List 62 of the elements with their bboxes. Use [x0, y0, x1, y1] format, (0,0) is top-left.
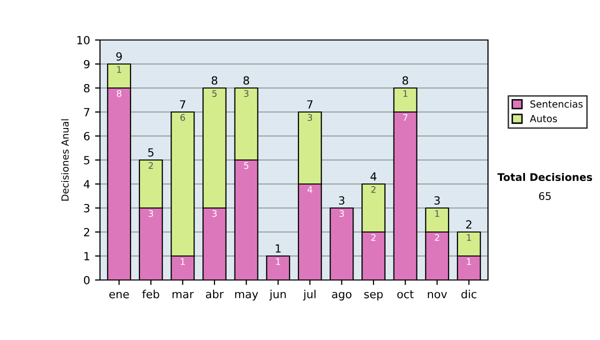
x-tick-label: ene — [109, 292, 129, 298]
total-label: 2 — [466, 220, 472, 228]
data-label: 3 — [212, 210, 217, 217]
x-tick-label: nov — [428, 292, 447, 298]
x-tick-label: abr — [206, 290, 224, 298]
total-label: 5 — [148, 148, 154, 157]
x-tick-label: sep — [364, 292, 383, 300]
x-tick-label: jun — [269, 290, 286, 300]
x-tick-label: oct — [397, 290, 414, 298]
y-tick-label: 1 — [84, 252, 90, 260]
y-tick-label: 5 — [84, 156, 90, 164]
data-label: 4 — [307, 186, 312, 193]
y-tick-label: 2 — [84, 228, 90, 236]
data-label: 6 — [180, 114, 185, 121]
data-label: 7 — [403, 114, 408, 121]
x-tick-label: dic — [461, 290, 476, 298]
total-label: 3 — [339, 196, 344, 205]
data-label: 5 — [212, 90, 217, 97]
total-label: 4 — [370, 172, 376, 180]
total-label: 1 — [276, 244, 281, 252]
text: Total Decisiones — [497, 172, 592, 182]
data-label: 1 — [467, 258, 471, 265]
data-label: 1 — [180, 258, 185, 265]
y-tick-label: 3 — [84, 204, 90, 212]
data-label: 3 — [308, 114, 312, 121]
total-label: 8 — [212, 76, 218, 85]
y-tick-label: 8 — [84, 84, 90, 92]
legend-label: Autos — [530, 115, 557, 122]
total-label: 7 — [180, 100, 186, 108]
data-label: 1 — [117, 66, 122, 73]
total-label: 8 — [244, 76, 250, 85]
text: 65 — [539, 192, 551, 200]
data-label: 2 — [371, 234, 376, 241]
data-label: 3 — [340, 210, 344, 217]
data-label: 1 — [467, 234, 471, 241]
y-tick-label: 7 — [84, 108, 90, 116]
y-tick-label: 9 — [84, 60, 90, 68]
data-label: 2 — [434, 234, 440, 241]
data-label: 2 — [371, 186, 376, 193]
x-tick-label: jul — [303, 290, 316, 300]
x-tick-label: may — [235, 292, 258, 300]
y-tick-label: 4 — [84, 180, 90, 188]
data-label: 1 — [276, 258, 280, 265]
y-tick-label: 6 — [84, 132, 90, 140]
y-tick-label: 0 — [84, 276, 90, 284]
total-label: 3 — [434, 196, 440, 205]
data-label: 1 — [403, 90, 408, 97]
total-label: 8 — [402, 76, 408, 85]
x-tick-label: mar — [172, 292, 194, 298]
data-label: 2 — [148, 162, 153, 169]
total-label: 7 — [307, 100, 312, 108]
legend-label: Sentencias — [530, 100, 583, 108]
data-label: 3 — [148, 210, 154, 217]
data-label: 3 — [244, 90, 248, 97]
y-axis-title: Decisiones Anual — [61, 119, 69, 201]
x-tick-label: ago — [332, 292, 352, 300]
total-label: 9 — [116, 52, 122, 61]
data-label: 5 — [244, 162, 248, 169]
x-tick-label: feb — [142, 290, 160, 298]
data-label: 8 — [116, 90, 122, 97]
y-tick-label: 10 — [77, 36, 90, 44]
data-label: 1 — [435, 210, 440, 217]
